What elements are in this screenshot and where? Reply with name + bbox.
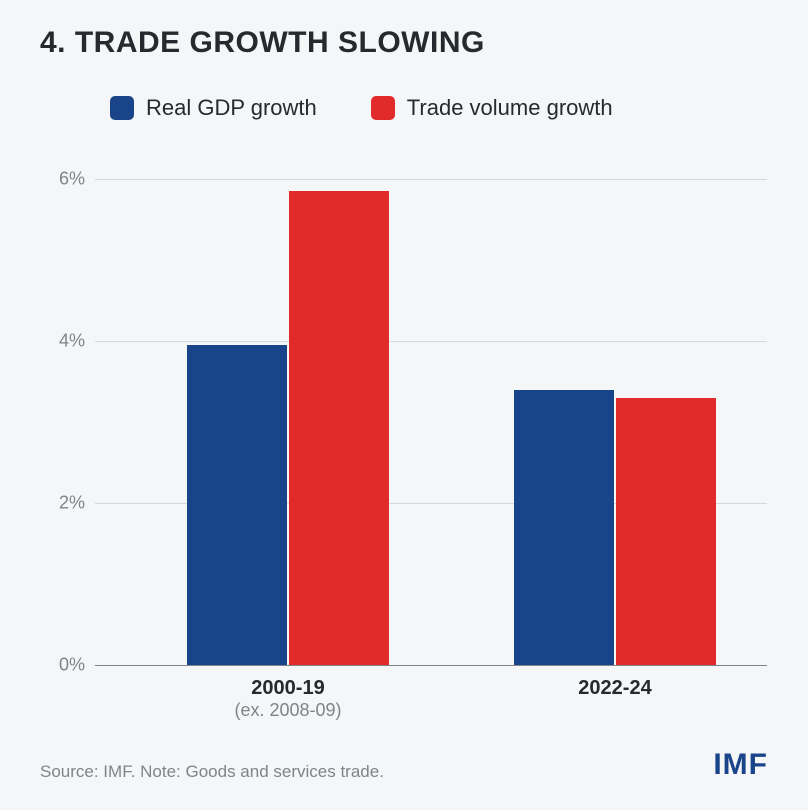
y-tick-label: 4% <box>59 331 95 352</box>
legend-label: Trade volume growth <box>407 95 613 121</box>
legend-item: Real GDP growth <box>110 95 317 121</box>
source-note: Source: IMF. Note: Goods and services tr… <box>40 762 384 782</box>
legend: Real GDP growth Trade volume growth <box>110 95 613 121</box>
y-tick-label: 2% <box>59 493 95 514</box>
bar <box>616 398 716 665</box>
y-tick-label: 0% <box>59 655 95 676</box>
plot-area: 0%2%4%6%2000-19(ex. 2008-09)2022-24 <box>95 155 767 665</box>
x-category-sub: (ex. 2008-09) <box>234 700 341 721</box>
bar <box>514 390 614 665</box>
legend-label: Real GDP growth <box>146 95 317 121</box>
chart-title: 4. TRADE GROWTH SLOWING <box>40 26 485 60</box>
brand-logo: IMF <box>713 748 768 782</box>
grid-line <box>95 341 767 342</box>
grid-line <box>95 179 767 180</box>
chart-card: 4. TRADE GROWTH SLOWING Real GDP growth T… <box>0 0 808 810</box>
x-category-label: 2000-19(ex. 2008-09) <box>234 665 341 721</box>
x-category-main: 2000-19 <box>251 677 324 699</box>
x-category-main: 2022-24 <box>578 677 651 699</box>
x-category-label: 2022-24 <box>578 665 651 700</box>
bar <box>187 345 287 665</box>
y-tick-label: 6% <box>59 169 95 190</box>
legend-swatch <box>110 96 134 120</box>
legend-swatch <box>371 96 395 120</box>
bar <box>289 191 389 665</box>
grid-line <box>95 665 767 666</box>
legend-item: Trade volume growth <box>371 95 613 121</box>
